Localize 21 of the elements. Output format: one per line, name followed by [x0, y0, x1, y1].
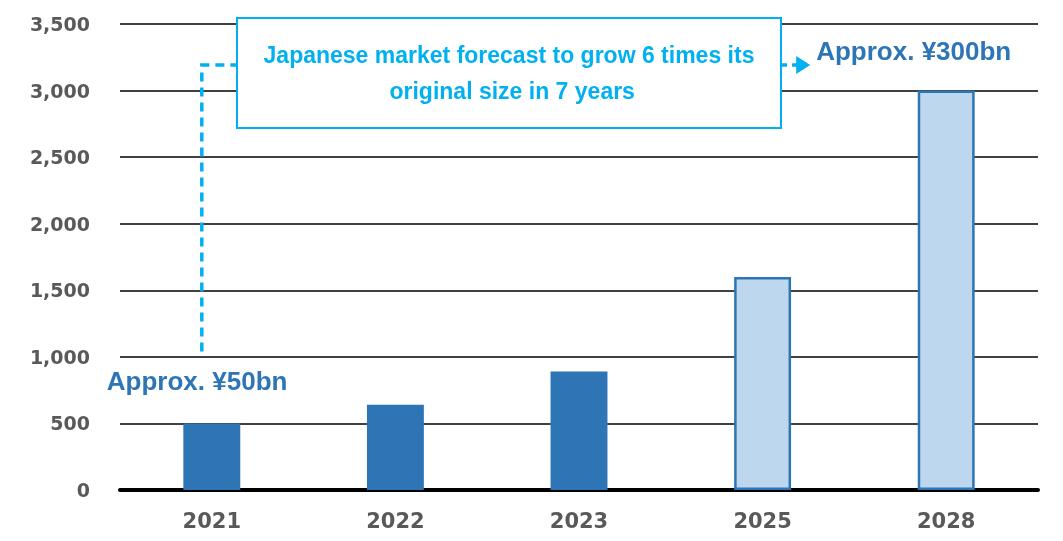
y-tick-label: 500	[50, 412, 90, 435]
bar	[550, 371, 608, 490]
x-tick-label: 2022	[366, 508, 425, 533]
bar	[366, 404, 424, 490]
bar	[183, 423, 241, 490]
x-tick-label: 2021	[182, 508, 242, 533]
annotation: Japanese market forecast to grow 6 times its original size in 7 years	[263, 42, 755, 104]
annotation: Approx. ¥300bn	[816, 35, 1012, 66]
y-tick-label: 3,500	[29, 13, 90, 35]
y-tick-label: 0	[76, 479, 90, 501]
x-tick-label: 2023	[549, 508, 609, 533]
annotation: Approx. ¥50bn	[106, 366, 288, 397]
y-tick-label: 3,000	[29, 79, 90, 102]
y-tick-label: 1,500	[29, 279, 90, 302]
bar	[917, 90, 975, 490]
y-tick-label: 2,500	[29, 146, 90, 169]
bar	[734, 276, 792, 490]
x-tick-label: 2025	[733, 508, 792, 533]
x-tick-label: 2028	[916, 508, 976, 533]
y-tick-label: 2,000	[29, 212, 90, 235]
y-tick-label: 1,000	[29, 345, 90, 368]
